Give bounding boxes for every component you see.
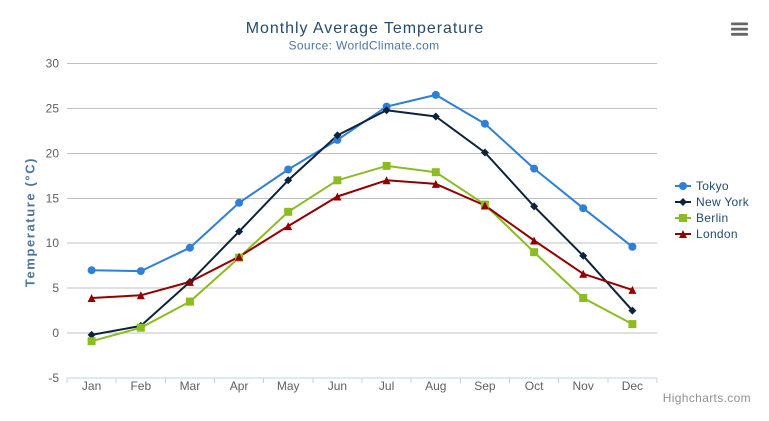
svg-text:Sep: Sep — [474, 379, 496, 393]
svg-text:5: 5 — [52, 281, 59, 295]
svg-text:Jun: Jun — [328, 379, 347, 393]
svg-text:London: London — [696, 227, 738, 241]
svg-text:Dec: Dec — [622, 379, 643, 393]
svg-text:Temperature (°C): Temperature (°C) — [23, 157, 38, 287]
svg-text:Nov: Nov — [573, 379, 594, 393]
svg-text:Mar: Mar — [180, 379, 201, 393]
svg-text:-5: -5 — [48, 371, 59, 385]
svg-text:Jul: Jul — [379, 379, 394, 393]
svg-text:New York: New York — [696, 195, 750, 209]
svg-text:Feb: Feb — [130, 379, 151, 393]
svg-text:Highcharts.com: Highcharts.com — [663, 391, 751, 405]
svg-text:10: 10 — [46, 236, 60, 250]
svg-text:15: 15 — [46, 191, 60, 205]
svg-text:Source: WorldClimate.com: Source: WorldClimate.com — [289, 39, 440, 53]
svg-text:0: 0 — [52, 326, 59, 340]
svg-text:Oct: Oct — [525, 379, 544, 393]
svg-text:30: 30 — [46, 57, 60, 71]
svg-text:May: May — [277, 379, 300, 393]
svg-text:Tokyo: Tokyo — [696, 179, 729, 193]
svg-text:Apr: Apr — [230, 379, 249, 393]
svg-text:Aug: Aug — [425, 379, 446, 393]
svg-text:25: 25 — [46, 101, 60, 115]
svg-text:Berlin: Berlin — [696, 211, 728, 225]
svg-text:Monthly Average Temperature: Monthly Average Temperature — [246, 20, 485, 37]
svg-text:20: 20 — [46, 146, 60, 160]
svg-text:Jan: Jan — [82, 379, 101, 393]
